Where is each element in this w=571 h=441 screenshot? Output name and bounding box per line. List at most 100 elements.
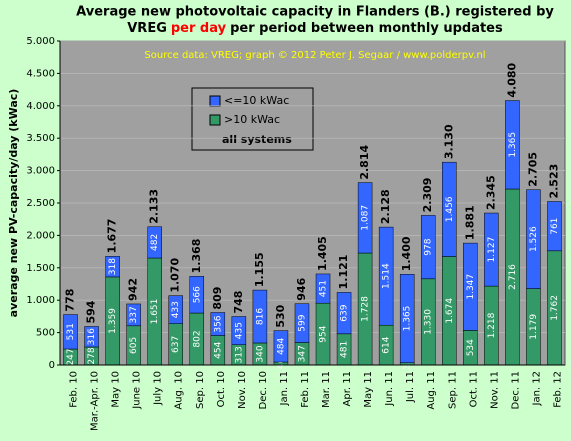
value-label: 337 — [129, 306, 139, 323]
total-label: 1.070 — [169, 258, 182, 293]
total-label: 2.345 — [484, 175, 497, 210]
total-label: 3.130 — [442, 124, 455, 159]
value-label: 1.674 — [445, 298, 455, 324]
total-label: 748 — [232, 291, 245, 314]
value-label: 2.716 — [508, 264, 518, 290]
x-tick-label: Nov. 10 — [237, 371, 248, 409]
y-tick-label: 3.500 — [26, 133, 55, 144]
value-label: 802 — [192, 330, 202, 347]
y-tick-label: 2.500 — [26, 198, 55, 209]
value-label: 1.347 — [466, 274, 476, 300]
bar-segment — [420, 215, 436, 280]
value-label: 1.365 — [403, 306, 413, 332]
x-tick-label: Jan. 12 — [531, 371, 542, 407]
value-label: 566 — [192, 286, 202, 303]
total-label: 1.155 — [253, 252, 266, 287]
bar-segment — [547, 201, 562, 252]
value-label: 316 — [87, 328, 97, 345]
value-label: 599 — [297, 314, 307, 331]
value-label: 313 — [234, 346, 244, 363]
value-label: 1.087 — [361, 205, 371, 231]
x-tick-label: Jul. 11 — [405, 371, 416, 403]
bar-segment — [315, 273, 331, 304]
x-tick-label: Sep. 10 — [195, 371, 206, 409]
total-label: 1.121 — [337, 255, 350, 290]
total-label: 1.881 — [463, 205, 476, 240]
total-label: 4.080 — [505, 62, 518, 97]
value-label: 318 — [108, 258, 118, 275]
value-label: 356 — [213, 315, 223, 332]
value-label: 1.651 — [150, 299, 160, 325]
bar-segment — [147, 226, 162, 259]
bar-segment — [357, 182, 373, 254]
y-tick-label: 3.000 — [26, 166, 55, 177]
title-part: VREG — [127, 21, 167, 36]
y-tick-label: 500 — [36, 328, 55, 339]
value-label: 340 — [255, 345, 265, 362]
value-label: 954 — [319, 325, 329, 342]
value-label: 1.456 — [445, 196, 455, 222]
x-tick-label: Feb. 11 — [300, 371, 311, 408]
x-tick-label: July 10 — [153, 371, 164, 406]
total-label: 1.400 — [400, 236, 413, 271]
x-tick-label: June 10 — [132, 371, 143, 410]
value-label: 35 — [403, 358, 413, 369]
total-label: 946 — [295, 277, 308, 300]
x-tick-label: Feb. 12 — [552, 371, 563, 408]
legend-label: all systems — [222, 133, 292, 146]
y-axis-label: average new PV-capacity/day (kWac) — [7, 89, 20, 318]
total-label: 778 — [64, 289, 77, 312]
value-label: 278 — [87, 347, 97, 364]
subtitle: Source data: VREG; graph © 2012 Peter J.… — [144, 50, 485, 61]
total-label: 2.523 — [547, 164, 560, 199]
y-tick-label: 0 — [49, 360, 55, 371]
value-label: 605 — [129, 337, 139, 354]
y-tick-label: 5.000 — [26, 36, 55, 47]
value-label: 1.127 — [487, 237, 497, 263]
value-label: 1.330 — [424, 309, 434, 335]
bar-segment — [84, 326, 99, 348]
value-label: 1.728 — [361, 296, 371, 322]
x-tick-label: Nov. 11 — [489, 371, 500, 409]
value-label: 534 — [466, 339, 476, 356]
value-label: 1.359 — [108, 308, 118, 334]
value-label: 433 — [171, 301, 181, 318]
legend-label: >10 kWac — [224, 113, 280, 126]
x-tick-label: Feb. 10 — [69, 371, 80, 408]
x-tick-label: Jun. 11 — [384, 371, 395, 407]
x-tick-label: Mar. 11 — [321, 371, 332, 408]
total-label: 2.133 — [148, 189, 161, 224]
title-part: per period between monthly updates — [230, 21, 503, 36]
value-label: 1.526 — [529, 226, 539, 252]
bar-segment — [273, 330, 289, 363]
value-label: 247 — [66, 348, 76, 365]
y-tick-label: 1.000 — [26, 295, 55, 306]
total-label: 1.405 — [316, 236, 329, 271]
x-tick-label: Apr. 11 — [342, 371, 353, 406]
total-label: 594 — [85, 300, 98, 323]
legend-swatch — [209, 95, 221, 107]
value-label: 451 — [319, 280, 329, 297]
value-label: 1.179 — [529, 314, 539, 340]
value-label: 614 — [382, 336, 392, 353]
x-tick-label: Dec. 10 — [258, 371, 269, 409]
bar-segment — [484, 212, 499, 287]
value-label: 816 — [255, 308, 265, 325]
x-tick-label: Aug. 10 — [174, 371, 185, 410]
x-tick-label: May 11 — [363, 371, 374, 408]
bar-segment — [252, 289, 268, 344]
value-label: 46 — [276, 358, 286, 370]
bar-segment — [399, 274, 415, 363]
value-label: 637 — [171, 336, 181, 353]
bar-segment — [126, 303, 141, 327]
value-label: 761 — [550, 218, 560, 235]
value-label: 484 — [276, 337, 286, 354]
legend-swatch — [209, 114, 221, 126]
total-label: 809 — [211, 287, 224, 310]
value-label: 482 — [150, 234, 160, 251]
bar-segment — [336, 292, 352, 335]
x-tick-label: Sep. 11 — [447, 371, 458, 409]
legend-label: <=10 kWac — [224, 94, 289, 107]
total-label: 2.128 — [379, 189, 392, 224]
